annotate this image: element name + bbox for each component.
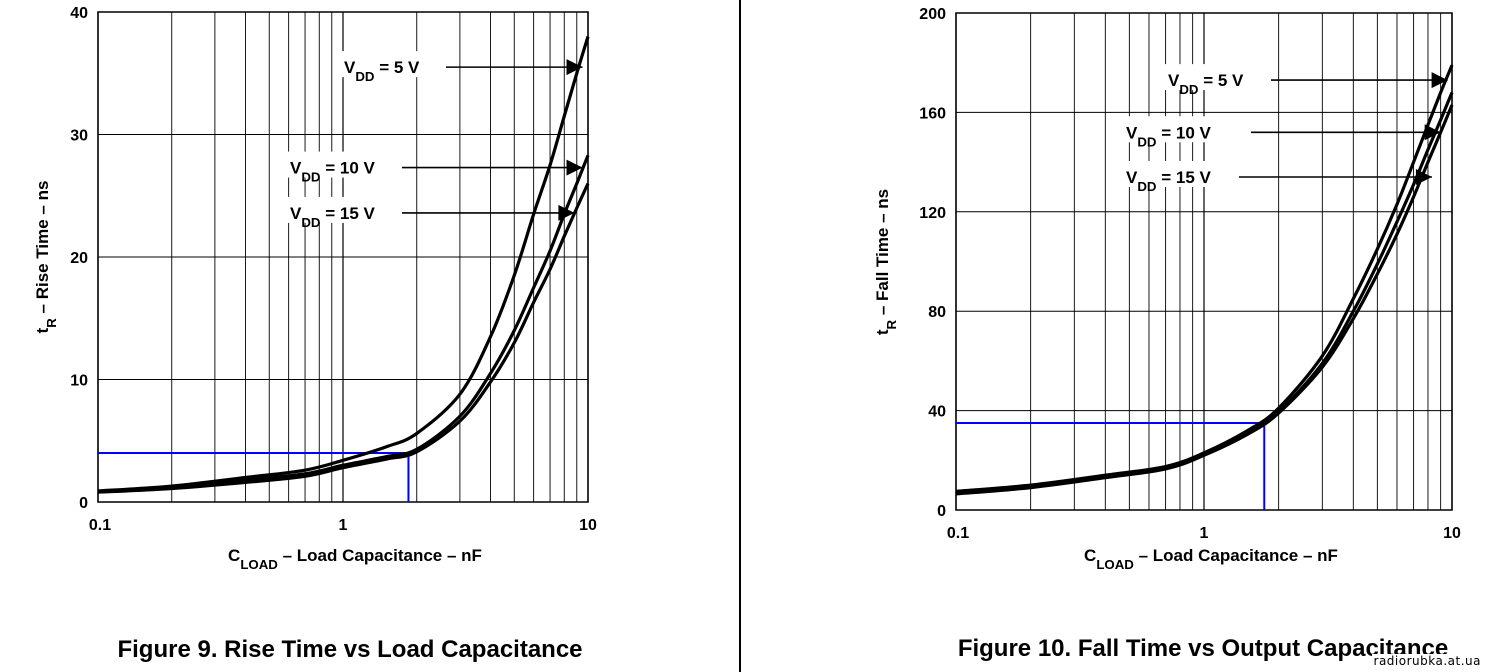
y-tick-label: 40 — [928, 404, 946, 421]
grid — [97, 11, 589, 503]
panel-divider — [739, 0, 741, 672]
y-tick-label: 80 — [928, 304, 946, 321]
plot-frame — [97, 11, 589, 503]
y-tick-label: 200 — [919, 6, 946, 23]
x-tick-label: 1 — [1200, 525, 1209, 542]
y-axis-label: tR – Rise Time – ns — [33, 181, 59, 334]
x-axis-label: CLOAD – Load Capacitance – nF — [228, 546, 482, 572]
series-line-2 — [97, 154, 590, 494]
series-label-3: VDD = 15 V — [290, 204, 375, 230]
series-label-bg — [284, 196, 394, 223]
series-label-bg — [284, 151, 394, 178]
y-tick-label: 10 — [70, 373, 88, 390]
y-tick-label: 30 — [70, 128, 88, 145]
fall-time-chart: 0 40 80 120 160 200 0.1 1 10 VDD = 5 V VDD = 10 V V… — [873, 6, 1461, 662]
figure-title: Figure 10. Fall Time vs Output Capacitan… — [958, 635, 1448, 662]
y-tick-label: 40 — [70, 5, 88, 22]
series-label-3: VDD = 15 V — [1126, 168, 1211, 194]
rise-time-chart: 0 10 20 30 40 0.1 1 10 VDD = 5 V VDD = 10 V VDD = … — [33, 5, 597, 663]
series-label-1: VDD = 5 V — [344, 58, 420, 84]
series-label-2: VDD = 10 V — [290, 159, 375, 185]
x-tick-label: 0.1 — [947, 525, 969, 542]
x-tick-label: 0.1 — [89, 517, 111, 534]
y-axis-label: tR – Fall Time – ns — [873, 189, 899, 335]
figure-title: Figure 9. Rise Time vs Load Capacitance — [117, 636, 582, 663]
series-label-bg — [1120, 116, 1230, 143]
y-tick-label: 160 — [919, 105, 946, 122]
y-tick-label: 20 — [70, 250, 88, 267]
series-label-1: VDD = 5 V — [1168, 71, 1244, 97]
reference-line — [956, 422, 1266, 510]
x-axis-label: CLOAD – Load Capacitance – nF — [1084, 546, 1338, 572]
series-label-2: VDD = 10 V — [1126, 123, 1211, 149]
series-label-bg — [1162, 64, 1272, 91]
x-tick-label: 10 — [1443, 525, 1461, 542]
series-line-1 — [97, 36, 590, 493]
y-tick-label: 120 — [919, 205, 946, 222]
series-label-bg — [338, 51, 448, 78]
y-tick-label: 0 — [79, 495, 88, 512]
series-label-bg — [1120, 161, 1230, 188]
plot-frame — [955, 12, 1453, 511]
x-tick-label: 10 — [579, 517, 597, 534]
series-group — [97, 36, 590, 494]
x-tick-label: 1 — [339, 517, 348, 534]
y-tick-label: 0 — [937, 503, 946, 520]
watermark: radiorubka.at.ua — [1371, 654, 1483, 668]
series-line-3 — [97, 182, 590, 494]
